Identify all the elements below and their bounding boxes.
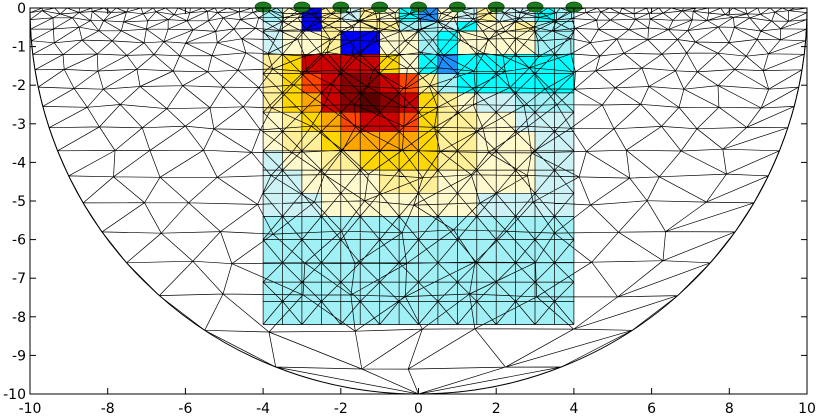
heatmap-cell	[282, 216, 303, 325]
y-tick-label: -4	[12, 155, 26, 171]
x-tick-label: 6	[647, 401, 656, 417]
x-tick-label: 2	[492, 401, 501, 417]
heatmap-cell	[496, 216, 516, 325]
y-tick-label: -2	[12, 78, 26, 94]
electrode-marker	[371, 1, 389, 13]
heatmap-cell	[360, 216, 380, 325]
y-tick-label: -9	[12, 348, 26, 364]
y-tick-label: -10	[3, 387, 26, 403]
mesh-edges	[30, 8, 807, 394]
y-tick-label: -5	[12, 194, 26, 210]
x-tick-label: -2	[334, 401, 348, 417]
x-tick-label: 4	[569, 401, 578, 417]
heatmap-cell	[379, 216, 400, 325]
electrode-marker	[293, 1, 311, 13]
x-tick-label: 10	[798, 401, 816, 417]
heatmap-cell	[476, 216, 497, 325]
heatmap-cell	[418, 216, 439, 325]
y-tick-label: -6	[12, 233, 26, 249]
x-tick-label: -6	[178, 401, 192, 417]
y-tick-label: 0	[17, 1, 26, 17]
x-tick-label: -8	[101, 401, 115, 417]
electrode-marker	[526, 1, 544, 13]
y-tick-label: -8	[12, 310, 26, 326]
electrode-marker	[448, 1, 466, 13]
x-tick-label: 0	[414, 401, 423, 417]
heatmap-cell	[263, 216, 283, 325]
heatmap-cell	[321, 216, 342, 325]
heatmap-cell	[515, 216, 536, 325]
heatmap-cell	[457, 216, 478, 325]
y-tick-label: -7	[12, 271, 26, 287]
heatmap-cell	[340, 216, 361, 325]
y-tick-label: -3	[12, 117, 26, 133]
electrodes	[254, 1, 583, 13]
y-axis: 0 -1 -2 -3 -4 -5 -6 -7 -8 -9 -10	[3, 1, 807, 403]
x-tick-label: -10	[19, 401, 42, 417]
x-tick-label: 8	[725, 401, 734, 417]
x-tick-label: -4	[256, 401, 270, 417]
heatmap-cell	[554, 216, 575, 325]
heatmap-cell	[535, 216, 555, 325]
heatmap-cell	[437, 216, 458, 325]
y-tick-label: -1	[12, 40, 26, 56]
x-axis: -10 -8 -6 -4 -2 0 2 4 6 8 10	[19, 8, 816, 417]
